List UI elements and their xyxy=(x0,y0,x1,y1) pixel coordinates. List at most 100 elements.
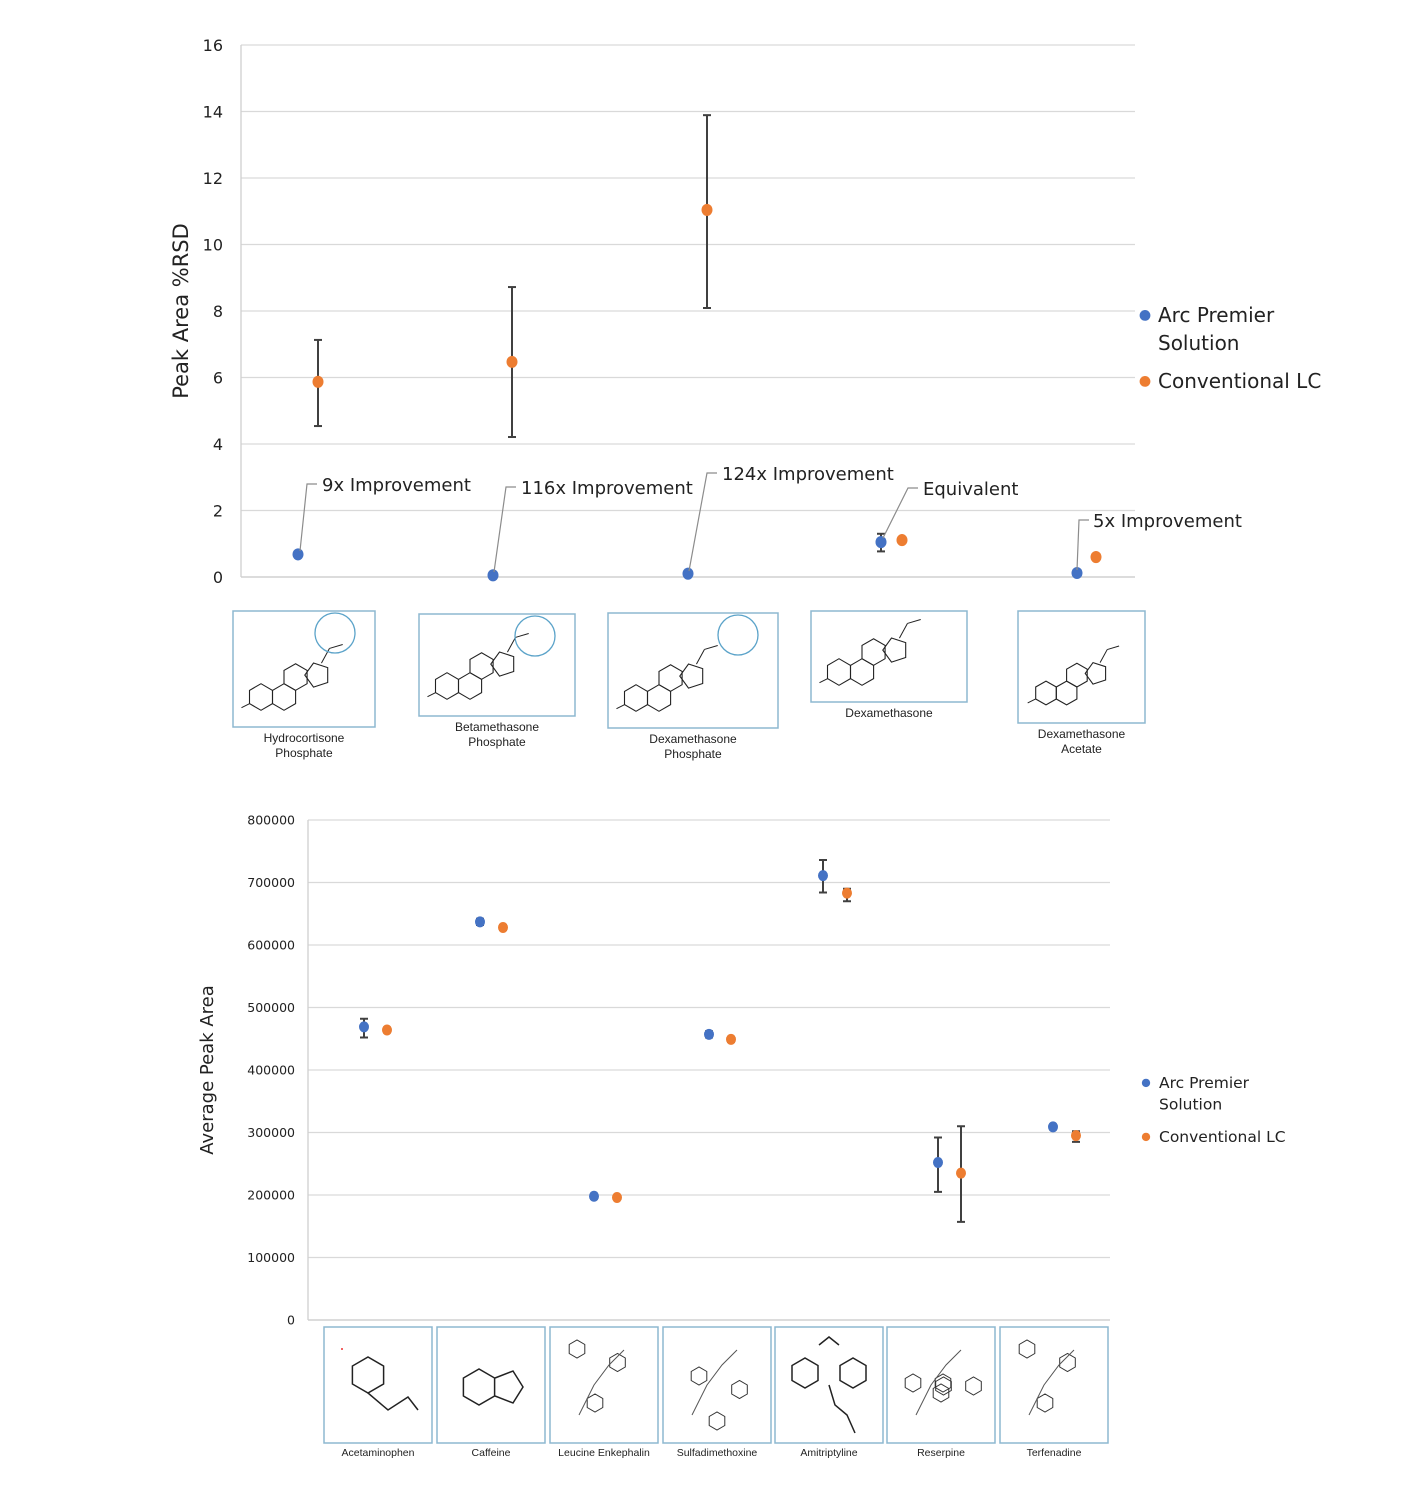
ketone-bond xyxy=(819,678,828,684)
ring-bond xyxy=(1066,662,1088,688)
legend-marker xyxy=(1139,310,1151,321)
arc-premier-point xyxy=(704,1028,714,1040)
structure-panel: Sulfadimethoxine xyxy=(662,1326,772,1459)
ring-bond xyxy=(469,652,494,680)
compound-name: Amitriptyline xyxy=(800,1447,857,1459)
annotation: 5x Improvement xyxy=(1076,511,1242,571)
legend-label: Conventional LC xyxy=(1158,369,1321,393)
compound-name: Phosphate xyxy=(664,747,722,761)
y-tick-label: 16 xyxy=(203,36,223,55)
side-chain-bond xyxy=(1099,649,1108,663)
ring xyxy=(1018,1339,1036,1359)
ring-bond xyxy=(861,638,886,666)
y-axis-title: Peak Area %RSD xyxy=(169,223,193,399)
structure-image-frame xyxy=(1017,610,1146,724)
ring xyxy=(708,1411,726,1431)
ketone-bond xyxy=(427,692,436,698)
ring-bond xyxy=(658,664,683,692)
side-chain-bond xyxy=(695,649,705,665)
conventional-lc-point xyxy=(506,355,518,368)
side-chain-bond xyxy=(320,648,330,664)
ring xyxy=(690,1366,708,1386)
structure-image-frame xyxy=(436,1326,546,1444)
annotation-leader-line xyxy=(1076,519,1089,571)
steroid-structure-drawing xyxy=(1027,645,1120,706)
steroid-structure-drawing xyxy=(819,618,921,686)
legend-label: Arc Premier xyxy=(1158,303,1275,327)
y-tick-label: 2 xyxy=(213,501,223,520)
steroid-structure-drawing xyxy=(427,632,529,700)
annotation-label: 5x Improvement xyxy=(1093,511,1242,532)
structure-image-frame xyxy=(662,1326,772,1444)
ring xyxy=(904,1373,922,1393)
legend-label: Conventional LC xyxy=(1159,1128,1286,1146)
legend-item: Arc Premier Solution xyxy=(1141,1074,1250,1114)
annotation: 124x Improvement xyxy=(688,464,894,572)
side-chain-bond xyxy=(1107,645,1120,651)
arc-premier-point xyxy=(875,536,887,549)
y-tick-label: 4 xyxy=(213,435,223,454)
annotation: 116x Improvement xyxy=(493,478,693,573)
annotation-label: 116x Improvement xyxy=(521,478,693,499)
compound-name: Dexamethasone xyxy=(845,706,933,720)
compound-name: Phosphate xyxy=(468,735,526,749)
imidazole-ring xyxy=(494,1370,524,1404)
y-tick-label: 500000 xyxy=(247,1000,295,1015)
conventional-lc-point xyxy=(1090,551,1102,564)
chain xyxy=(1028,1349,1075,1416)
structure-image-frame xyxy=(549,1326,659,1444)
structure-panel: Reserpine xyxy=(886,1326,996,1459)
ring-bond xyxy=(304,662,329,688)
annotation-leader-line xyxy=(493,486,516,573)
arc-premier-point xyxy=(487,569,499,582)
benzene-ring xyxy=(791,1357,819,1389)
y-tick-label: 200000 xyxy=(247,1188,295,1203)
phosphate-group-highlight-circle xyxy=(514,615,556,657)
compound-name: Terfenadine xyxy=(1027,1447,1082,1459)
compound-name: Phosphate xyxy=(275,746,333,760)
ring xyxy=(965,1376,982,1396)
y-tick-label: 300000 xyxy=(247,1125,295,1140)
compound-name: Dexamethasone xyxy=(649,732,737,746)
ketone-bond xyxy=(1027,698,1036,704)
annotation-leader-line xyxy=(882,487,918,539)
ring xyxy=(934,1373,952,1393)
structure-panel: Leucine Enkephalin xyxy=(549,1326,659,1459)
conventional-lc-point xyxy=(498,922,508,933)
arc-premier-point xyxy=(589,1190,599,1202)
molecule-drawing xyxy=(690,1349,748,1431)
molecule-drawing xyxy=(904,1349,982,1416)
y-tick-label: 400000 xyxy=(247,1063,295,1078)
conventional-lc-point xyxy=(382,1024,392,1036)
y-tick-label: 0 xyxy=(213,568,223,587)
ring-bond xyxy=(490,651,515,677)
structure-panel: Terfenadine xyxy=(999,1326,1109,1459)
bridge xyxy=(818,1336,840,1346)
conventional-lc-point xyxy=(842,887,852,899)
chart-2: 0 100000 200000 300000 400000 500000 600000 700… xyxy=(197,813,1286,1328)
molecule-drawing xyxy=(341,1348,419,1411)
amide-chain xyxy=(367,1392,419,1411)
structure-panel: Dexamethasone xyxy=(810,610,968,720)
conventional-lc-point xyxy=(701,203,713,216)
amine-chain xyxy=(828,1384,856,1434)
arc-premier-point xyxy=(475,916,485,928)
arc-premier-point xyxy=(359,1021,369,1033)
side-chain-bond xyxy=(907,618,921,624)
compound-name: Acetaminophen xyxy=(342,1447,415,1459)
annotation: 9x Improvement xyxy=(299,475,471,552)
ring-bond xyxy=(882,637,907,663)
ring-bond xyxy=(1084,661,1107,685)
side-chain-bond xyxy=(898,623,908,639)
annotation-leader-line xyxy=(688,472,717,572)
side-chain-bond xyxy=(329,643,343,649)
y-tick-label: 0 xyxy=(287,1313,295,1328)
compound-name: Caffeine xyxy=(472,1447,511,1459)
legend-item: Conventional LC xyxy=(1141,1128,1286,1146)
phosphate-group-highlight-circle xyxy=(717,614,759,656)
legend-label: Solution xyxy=(1158,331,1239,355)
legend-label: Solution xyxy=(1159,1096,1222,1114)
y-tick-label: 14 xyxy=(203,102,223,121)
